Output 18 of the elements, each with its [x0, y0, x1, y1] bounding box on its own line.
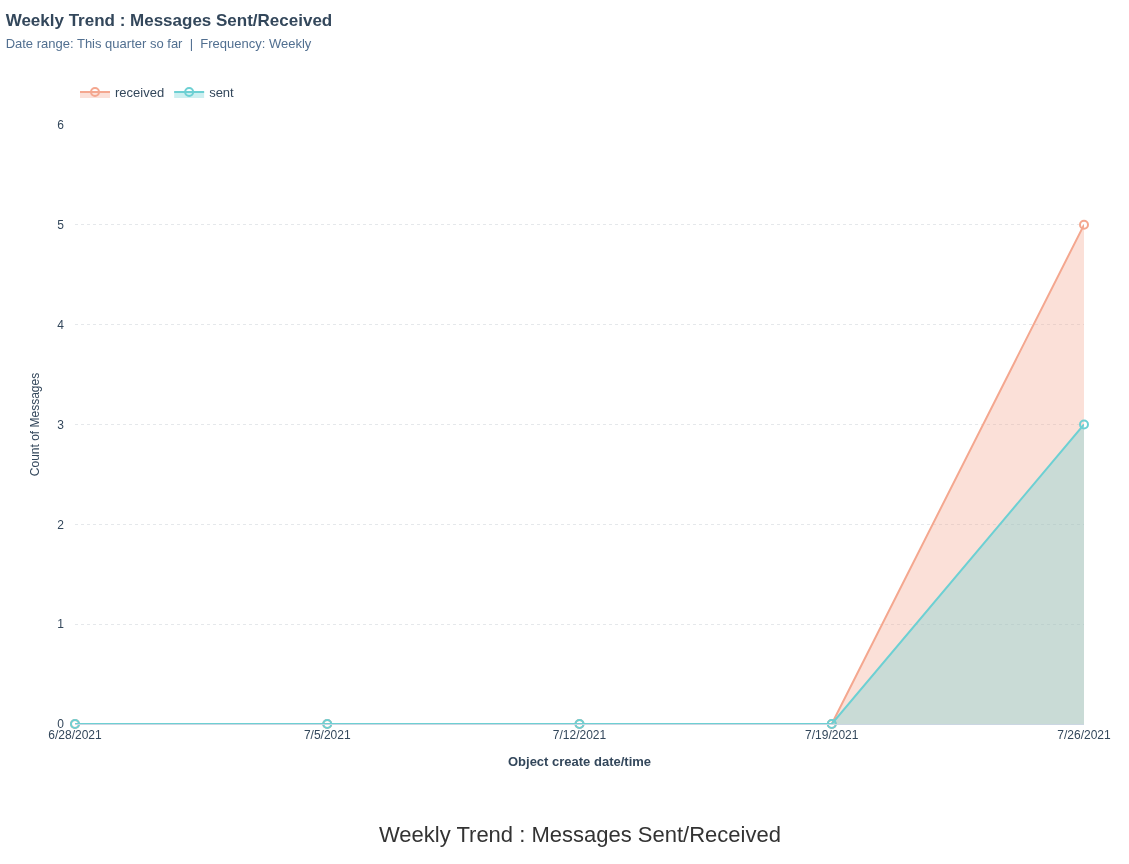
x-tick-label: 7/19/2021 — [805, 728, 859, 743]
y-tick-label: 1 — [57, 617, 65, 632]
y-axis-title: Count of Messages — [27, 372, 42, 477]
legend-label: received — [115, 85, 165, 101]
legend-label: sent — [209, 85, 235, 101]
x-tick-label: 7/26/2021 — [1057, 728, 1112, 743]
x-tick-label: 6/28/2021 — [48, 728, 103, 743]
x-tick-label: 7/5/2021 — [303, 728, 351, 743]
y-tick-label: 3 — [57, 417, 65, 432]
chart-subtitle: Date range: This quarter so far | Frequency: Weekly — [5, 36, 312, 52]
y-tick-label: 4 — [57, 317, 65, 332]
y-tick-label: 5 — [57, 218, 65, 233]
x-tick-label: 7/12/2021 — [552, 728, 607, 743]
text: Weekly Trend : Messages Sent/Received — [379, 822, 781, 847]
chart-title: Weekly Trend : Messages Sent/Received — [5, 10, 333, 30]
y-tick-label: 6 — [57, 118, 65, 133]
x-axis-title: Object create date/time — [507, 754, 652, 769]
y-tick-label: 2 — [57, 517, 65, 532]
